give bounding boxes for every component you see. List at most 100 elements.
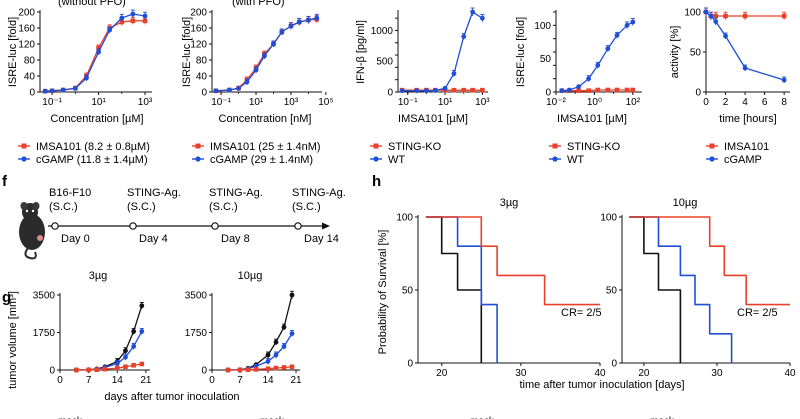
- x-tick-label: 21: [290, 375, 302, 386]
- data-point: [708, 13, 714, 19]
- plot-panel-4: 0 50 100 10⁻² 10⁰ 10²: [534, 10, 642, 108]
- timeline-event-label: STING-Ag.: [209, 187, 263, 199]
- panel-4-legend-sting-ko: STING-KO: [567, 141, 621, 153]
- survival-panel-3ug-title: 3µg: [500, 197, 519, 209]
- y-tick-label: 50: [606, 286, 618, 297]
- data-point: [227, 87, 232, 93]
- data-point: [451, 87, 457, 93]
- data-point: [480, 87, 485, 93]
- panel-3-legend: STING-KO WT: [370, 141, 442, 166]
- x-tick-label: 10⁻²: [546, 97, 566, 108]
- panel-4-ylabel: ISRE-luc [fold]: [515, 17, 527, 87]
- panel-label-h: h: [372, 173, 381, 190]
- data-point: [781, 13, 787, 19]
- mouse-icon: [19, 202, 45, 260]
- data-point: [289, 331, 295, 336]
- data-point: [96, 45, 101, 51]
- x-tick-label: 10⁻¹: [211, 97, 231, 108]
- x-tick-label: 10⁵: [318, 97, 333, 108]
- plot-panel-9: 0 50 100 20 30 40: [600, 213, 796, 380]
- x-tick-label: 10¹: [91, 97, 106, 108]
- data-point: [74, 367, 79, 373]
- timeline-marker: [211, 222, 219, 230]
- timeline-marker: [294, 222, 302, 230]
- data-point: [289, 292, 295, 298]
- survival-ylabel: Probability of Survival [%]: [377, 230, 389, 355]
- panel-1-xlabel: Concentration [µM]: [50, 113, 143, 125]
- panel-5-ylabel: activity [%]: [669, 26, 681, 79]
- panel-5-xlabel: time [hours]: [719, 113, 776, 125]
- series-line-mock: [629, 216, 682, 363]
- y-tick-label: 3500: [185, 291, 208, 302]
- data-point: [142, 13, 148, 19]
- data-point: [470, 9, 476, 15]
- x-tick-label: 0: [209, 375, 215, 386]
- panel-3-ylabel: IFN-β [pg/ml]: [355, 20, 367, 84]
- x-tick-label: 40: [594, 368, 606, 379]
- data-point: [576, 88, 581, 93]
- y-tick-label: 0: [49, 366, 55, 377]
- y-tick-label: 160: [190, 24, 207, 35]
- y-tick-label: 50: [690, 48, 702, 59]
- data-point: [96, 49, 101, 55]
- tumor-xlabel: days after tumor inoculation: [104, 391, 239, 403]
- data-point: [60, 87, 66, 93]
- survival-legend-mock-right: mock: [650, 416, 675, 419]
- series-line-mock: [425, 216, 483, 363]
- data-point: [131, 344, 137, 349]
- data-point: [713, 19, 719, 24]
- data-point: [139, 329, 145, 334]
- data-point: [288, 23, 294, 29]
- y-tick-label: 1750: [33, 328, 56, 339]
- data-point: [142, 18, 148, 24]
- tumor-panel-10ug-title: 10µg: [238, 270, 263, 282]
- timeline-event-route: (S.C.): [127, 201, 156, 213]
- data-point: [213, 88, 219, 94]
- data-point: [586, 88, 591, 93]
- data-point: [703, 9, 709, 15]
- data-point: [624, 22, 630, 28]
- timeline-marker: [129, 222, 137, 230]
- panel-2-title: (with PFO): [232, 0, 285, 8]
- data-point: [114, 365, 120, 371]
- x-tick-label: 0: [57, 375, 63, 386]
- data-point: [595, 87, 601, 93]
- timeline-event-label: B16-F10: [49, 187, 91, 199]
- data-point: [470, 87, 475, 93]
- x-tick-label: 10⁻¹: [398, 97, 418, 108]
- data-point: [614, 32, 620, 38]
- series-line-cgamp: [45, 13, 146, 92]
- timeline-event-route: (S.C.): [209, 201, 238, 213]
- panel-4-xlabel: IMSA101 [µM]: [557, 113, 627, 125]
- survival-panel-10ug-title: 10µg: [673, 197, 698, 209]
- timeline-event-day: Day 8: [221, 233, 250, 245]
- data-point: [86, 367, 91, 373]
- panel-4-legend-wt: WT: [567, 154, 584, 166]
- timeline: [19, 202, 330, 260]
- y-tick-label: 0: [407, 359, 413, 370]
- timeline-event-3: STING-Ag. (S.C.) Day 8: [209, 187, 263, 245]
- panel-2-ylabel: ISRE-luc [fold]: [181, 17, 193, 87]
- data-point: [567, 87, 572, 93]
- x-tick-label: 7: [237, 375, 243, 386]
- survival-xlabel: time after tumor inoculation [days]: [519, 379, 684, 391]
- data-point: [586, 76, 592, 82]
- y-tick-label: 100: [600, 213, 617, 224]
- timeline-event-day: Day 4: [139, 233, 168, 245]
- data-point: [236, 86, 241, 91]
- data-point: [102, 366, 108, 372]
- y-tick-label: 1750: [185, 328, 208, 339]
- data-point: [605, 87, 611, 93]
- data-point: [432, 88, 438, 93]
- data-point: [461, 34, 467, 40]
- data-point: [265, 359, 271, 364]
- data-point: [713, 13, 719, 19]
- y-tick-label: 0: [29, 88, 35, 99]
- data-point: [130, 18, 136, 24]
- y-tick-label: 3500: [33, 291, 56, 302]
- panel-1-legend-imsa101: IMSA101 (8.2 ± 0.8µM): [36, 141, 150, 153]
- series-line-wt: [402, 11, 483, 92]
- timeline-event-day: Day 14: [304, 233, 339, 245]
- data-point: [289, 364, 295, 370]
